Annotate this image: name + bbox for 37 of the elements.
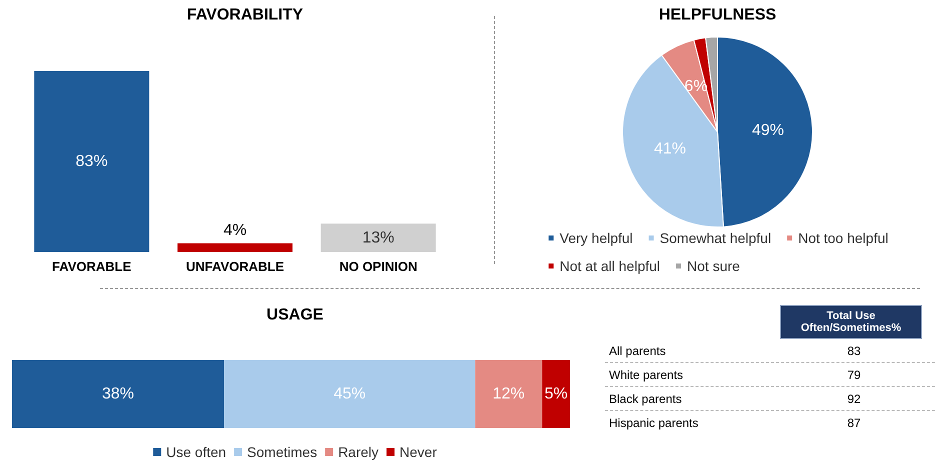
category-label: All parents xyxy=(608,344,667,358)
data-label: 41% xyxy=(654,140,686,158)
data-label: 5% xyxy=(544,386,568,402)
chart-title: HELPFULNESS xyxy=(658,6,776,24)
bar xyxy=(224,360,476,428)
data-label: 79 xyxy=(846,368,862,382)
category-label: Black parents xyxy=(608,392,683,406)
data-label: 87 xyxy=(846,416,862,430)
bar xyxy=(475,360,542,428)
category-label: Hispanic parents xyxy=(608,416,700,430)
category-label: White parents xyxy=(608,368,684,382)
data-label: 13% xyxy=(362,229,394,246)
text: Total Use Often/Sometimes% xyxy=(780,305,922,339)
data-label: 92 xyxy=(846,392,862,406)
chart-title: USAGE xyxy=(266,306,324,324)
legend-label: Never xyxy=(400,444,438,460)
bar xyxy=(12,360,224,428)
data-label: 4% xyxy=(223,222,247,239)
legend-label: Rarely xyxy=(338,444,379,460)
legend-label: Not too helpful xyxy=(798,230,888,246)
data-label: 38% xyxy=(102,386,134,402)
bar xyxy=(542,360,570,428)
legend-label: Very helpful xyxy=(560,230,633,246)
legend-label: Somewhat helpful xyxy=(660,230,772,246)
data-label: 49% xyxy=(752,122,784,139)
data-label: 12% xyxy=(492,386,525,402)
legend-label: Use often xyxy=(166,444,226,460)
x-tick-label: FAVORABLE xyxy=(52,259,132,274)
x-tick-label: NO OPINION xyxy=(339,259,418,274)
data-label: 83 xyxy=(846,344,862,358)
data-label: 45% xyxy=(334,386,366,402)
chart-title: FAVORABILITY xyxy=(186,6,304,24)
legend-label: Sometimes xyxy=(247,444,318,460)
x-tick-label: UNFAVORABLE xyxy=(186,259,284,274)
legend-label: Not sure xyxy=(687,258,740,274)
data-label: 83% xyxy=(76,153,108,170)
legend-label: Not at all helpful xyxy=(560,258,660,274)
